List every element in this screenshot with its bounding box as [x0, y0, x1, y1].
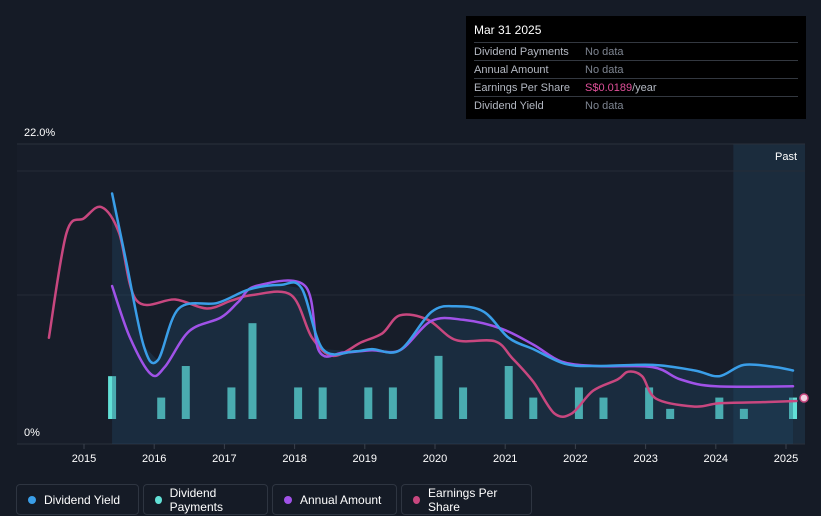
tooltip-value-eps: S$0.0189/year	[585, 82, 657, 94]
legend-annual-amount[interactable]: Annual Amount	[272, 484, 397, 515]
tooltip-label: Dividend Payments	[474, 45, 569, 58]
x-tick-label: 2025	[774, 453, 798, 465]
past-region	[733, 144, 805, 444]
dividend-payment-bar	[529, 397, 538, 419]
dividend-payment-bar	[248, 323, 257, 419]
gridlines	[17, 143, 805, 445]
y-axis-top-label: 22.0%	[24, 127, 55, 139]
eps-end-marker	[799, 393, 809, 403]
dividend-payment-bar	[739, 408, 748, 419]
dividend-payment-bar	[666, 408, 675, 419]
dividend-payment-bar	[294, 387, 303, 419]
x-tick-label: 2019	[353, 453, 377, 465]
dividend-yield-line	[110, 192, 795, 378]
legend-dot-icon	[155, 495, 162, 504]
x-tick-label: 2020	[423, 453, 447, 465]
legend-dot-icon	[28, 495, 36, 504]
earnings-per-share-line	[47, 205, 798, 418]
tooltip-value: No data	[585, 45, 624, 58]
x-tick-label: 2021	[493, 453, 517, 465]
legend-dot-icon	[284, 495, 292, 504]
dividend-payment-bar	[227, 387, 236, 419]
dividend-payment-bar	[434, 355, 443, 419]
plot-area	[17, 144, 805, 444]
legend-label: Earnings Per Share	[427, 485, 498, 514]
dividend-payment-bar	[599, 397, 608, 419]
dividend-payment-bar	[318, 387, 327, 419]
legend-label: Dividend Yield	[44, 492, 121, 507]
legend-dividend-yield[interactable]: Dividend Yield	[16, 484, 139, 515]
tooltip-row-earnings-per-share: Earnings Per Share S$0.0189/year	[474, 78, 798, 96]
past-label: Past	[775, 151, 797, 163]
x-tick-label: 2015	[72, 453, 96, 465]
tooltip-row-dividend-yield: Dividend Yield No data	[474, 96, 798, 114]
dividend-payments-bars	[108, 323, 798, 419]
tooltip-label: Earnings Per Share	[474, 81, 570, 94]
legend-label: Dividend Payments	[169, 485, 223, 514]
dividend-payment-bar	[645, 387, 654, 419]
dividend-payment-bar	[108, 376, 117, 419]
tooltip-label: Annual Amount	[474, 63, 549, 76]
x-tick-label: 2016	[142, 453, 166, 465]
x-tick-label: 2018	[282, 453, 306, 465]
y-axis-bottom-label: 0%	[24, 427, 40, 439]
eps-amount: S$0.0189	[585, 81, 633, 94]
dividend-payment-bar	[364, 387, 373, 419]
tooltip-value: No data	[585, 63, 624, 76]
x-tick-label: 2024	[704, 453, 728, 465]
x-tick-label: 2017	[212, 453, 236, 465]
dividend-payment-bar	[388, 387, 397, 419]
legend-earnings-per-share[interactable]: Earnings Per Share	[401, 484, 532, 515]
legend-dot-icon	[413, 495, 420, 504]
x-tick-label: 2023	[633, 453, 657, 465]
dividend-payment-bar	[181, 366, 190, 419]
x-tick-label: 2022	[563, 453, 587, 465]
x-axis-ticks: 2015 2016 2017 2018 2019 2020 2021 2022 2023 2024…	[72, 444, 798, 465]
chart-legend: Dividend Yield Dividend Payments Annual …	[16, 484, 532, 515]
dividend-payment-bar	[157, 397, 166, 419]
dividend-payment-bar	[789, 397, 798, 419]
tooltip-value: No data	[585, 99, 624, 112]
tooltip-date: Mar 31 2025	[474, 23, 542, 37]
legend-label: Annual Amount	[300, 492, 382, 507]
dividend-payment-bar	[715, 397, 724, 419]
dividend-payment-bar	[574, 387, 583, 419]
dividend-payment-bar	[459, 387, 468, 419]
tooltip-panel: Mar 31 2025 Dividend Payments No data An…	[466, 16, 806, 119]
eps-unit: /year	[632, 81, 657, 94]
tooltip-label: Dividend Yield	[474, 99, 544, 112]
series-lines	[47, 192, 798, 444]
legend-dividend-payments[interactable]: Dividend Payments	[143, 484, 268, 515]
dividend-payment-bar	[504, 366, 513, 419]
tooltip-row-dividend-payments: Dividend Payments No data	[474, 42, 798, 60]
tooltip-row-annual-amount: Annual Amount No data	[474, 60, 798, 78]
